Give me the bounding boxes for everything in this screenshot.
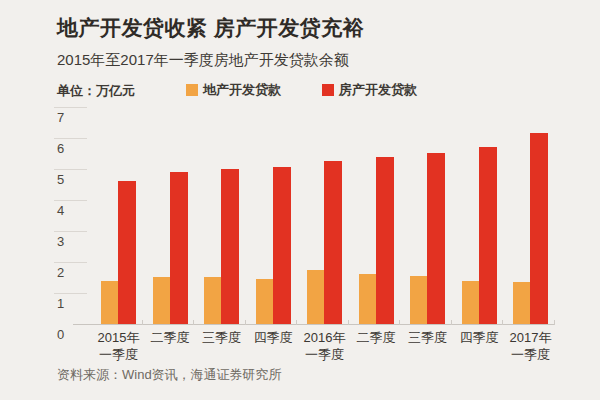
x-axis-tick [554, 320, 555, 325]
source-note: 资料来源：Wind资讯，海通证券研究所 [57, 366, 282, 384]
bar-group [256, 167, 291, 324]
x-axis-tick [348, 320, 349, 325]
bar-property-loan [479, 147, 497, 324]
bar-group [359, 157, 394, 324]
y-axis-label: 7 [57, 111, 64, 125]
bar-group [513, 133, 548, 324]
bar-land-loan [462, 281, 479, 324]
bar-land-loan [307, 270, 324, 324]
bar-property-loan [376, 157, 394, 324]
bar-group [410, 153, 445, 324]
x-category-label: 四季度 [460, 329, 499, 346]
x-category-label: 四季度 [254, 329, 293, 346]
bar-group [204, 169, 239, 324]
y-axis-label: 2 [57, 266, 64, 280]
bar-group [462, 147, 497, 324]
bar-land-loan [410, 276, 427, 324]
bar-land-loan [513, 282, 530, 324]
bar-land-loan [153, 277, 170, 324]
x-category-label: 二季度 [357, 329, 396, 346]
y-axis-label: 3 [57, 235, 64, 249]
bar-group [153, 172, 188, 324]
y-axis-label: 4 [57, 204, 64, 218]
bar-land-loan [204, 277, 221, 324]
bar-property-loan [170, 172, 188, 324]
bar-property-loan [221, 169, 239, 324]
y-axis-label: 6 [57, 142, 64, 156]
x-category-label: 2017年一季度 [510, 329, 552, 363]
x-axis-tick [502, 320, 503, 325]
bar-property-loan [273, 167, 291, 324]
x-axis-tick [245, 320, 246, 325]
bar-group [307, 161, 342, 324]
x-axis-line [73, 324, 554, 325]
x-category-label: 三季度 [202, 329, 241, 346]
bar-property-loan [118, 181, 136, 324]
bar-land-loan [256, 279, 273, 324]
bar-land-loan [359, 274, 376, 324]
bar-property-loan [530, 133, 548, 324]
x-axis-tick [193, 320, 194, 325]
y-axis-label: 5 [57, 173, 64, 187]
x-axis-tick [142, 320, 143, 325]
x-axis-tick [451, 320, 452, 325]
x-axis-tick [399, 320, 400, 325]
bar-property-loan [324, 161, 342, 324]
bar-land-loan [101, 281, 118, 324]
bar-property-loan [427, 153, 445, 324]
x-category-label: 二季度 [151, 329, 190, 346]
bar-group [101, 181, 136, 324]
y-axis-label: 1 [57, 297, 64, 311]
x-category-label: 2015年一季度 [98, 329, 140, 363]
chart-area: 01234567 2015年一季度二季度三季度四季度2016年一季度二季度三季度… [0, 0, 600, 400]
plot-area [73, 107, 562, 324]
x-category-label: 三季度 [408, 329, 447, 346]
x-category-label: 2016年一季度 [304, 329, 346, 363]
x-axis-tick [296, 320, 297, 325]
infographic-card: 地产开发贷收紧 房产开发贷充裕 2015年至2017年一季度房地产开发贷款余额 … [0, 0, 600, 400]
y-axis-label: 0 [57, 328, 64, 342]
